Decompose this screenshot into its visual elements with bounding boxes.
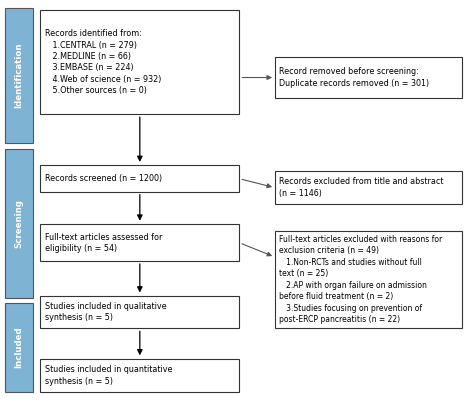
- FancyBboxPatch shape: [40, 359, 239, 392]
- Text: Full-text articles excluded with reasons for
exclusion criteria (n = 49)
   1.No: Full-text articles excluded with reasons…: [279, 235, 442, 324]
- FancyBboxPatch shape: [275, 57, 462, 98]
- Text: Studies included in qualitative
synthesis (n = 5): Studies included in qualitative synthesi…: [45, 302, 167, 322]
- FancyBboxPatch shape: [40, 224, 239, 261]
- Text: Included: Included: [15, 326, 23, 368]
- FancyBboxPatch shape: [40, 165, 239, 192]
- Text: Studies included in quantitative
synthesis (n = 5): Studies included in quantitative synthes…: [45, 365, 173, 386]
- FancyBboxPatch shape: [5, 303, 33, 392]
- FancyBboxPatch shape: [5, 8, 33, 143]
- FancyBboxPatch shape: [275, 231, 462, 328]
- Text: Records identified from:
   1.CENTRAL (n = 279)
   2.MEDLINE (n = 66)
   3.EMBAS: Records identified from: 1.CENTRAL (n = …: [45, 29, 162, 95]
- FancyBboxPatch shape: [40, 296, 239, 328]
- Text: Identification: Identification: [15, 43, 23, 108]
- Text: Full-text articles assessed for
eligibility (n = 54): Full-text articles assessed for eligibil…: [45, 233, 163, 253]
- FancyBboxPatch shape: [275, 171, 462, 204]
- Text: Screening: Screening: [15, 199, 23, 248]
- Text: Records excluded from title and abstract
(n = 1146): Records excluded from title and abstract…: [279, 177, 443, 198]
- FancyBboxPatch shape: [5, 149, 33, 298]
- Text: Records screened (n = 1200): Records screened (n = 1200): [45, 174, 162, 183]
- FancyBboxPatch shape: [40, 10, 239, 114]
- Text: Record removed before screening:
Duplicate records removed (n = 301): Record removed before screening: Duplica…: [279, 67, 429, 88]
